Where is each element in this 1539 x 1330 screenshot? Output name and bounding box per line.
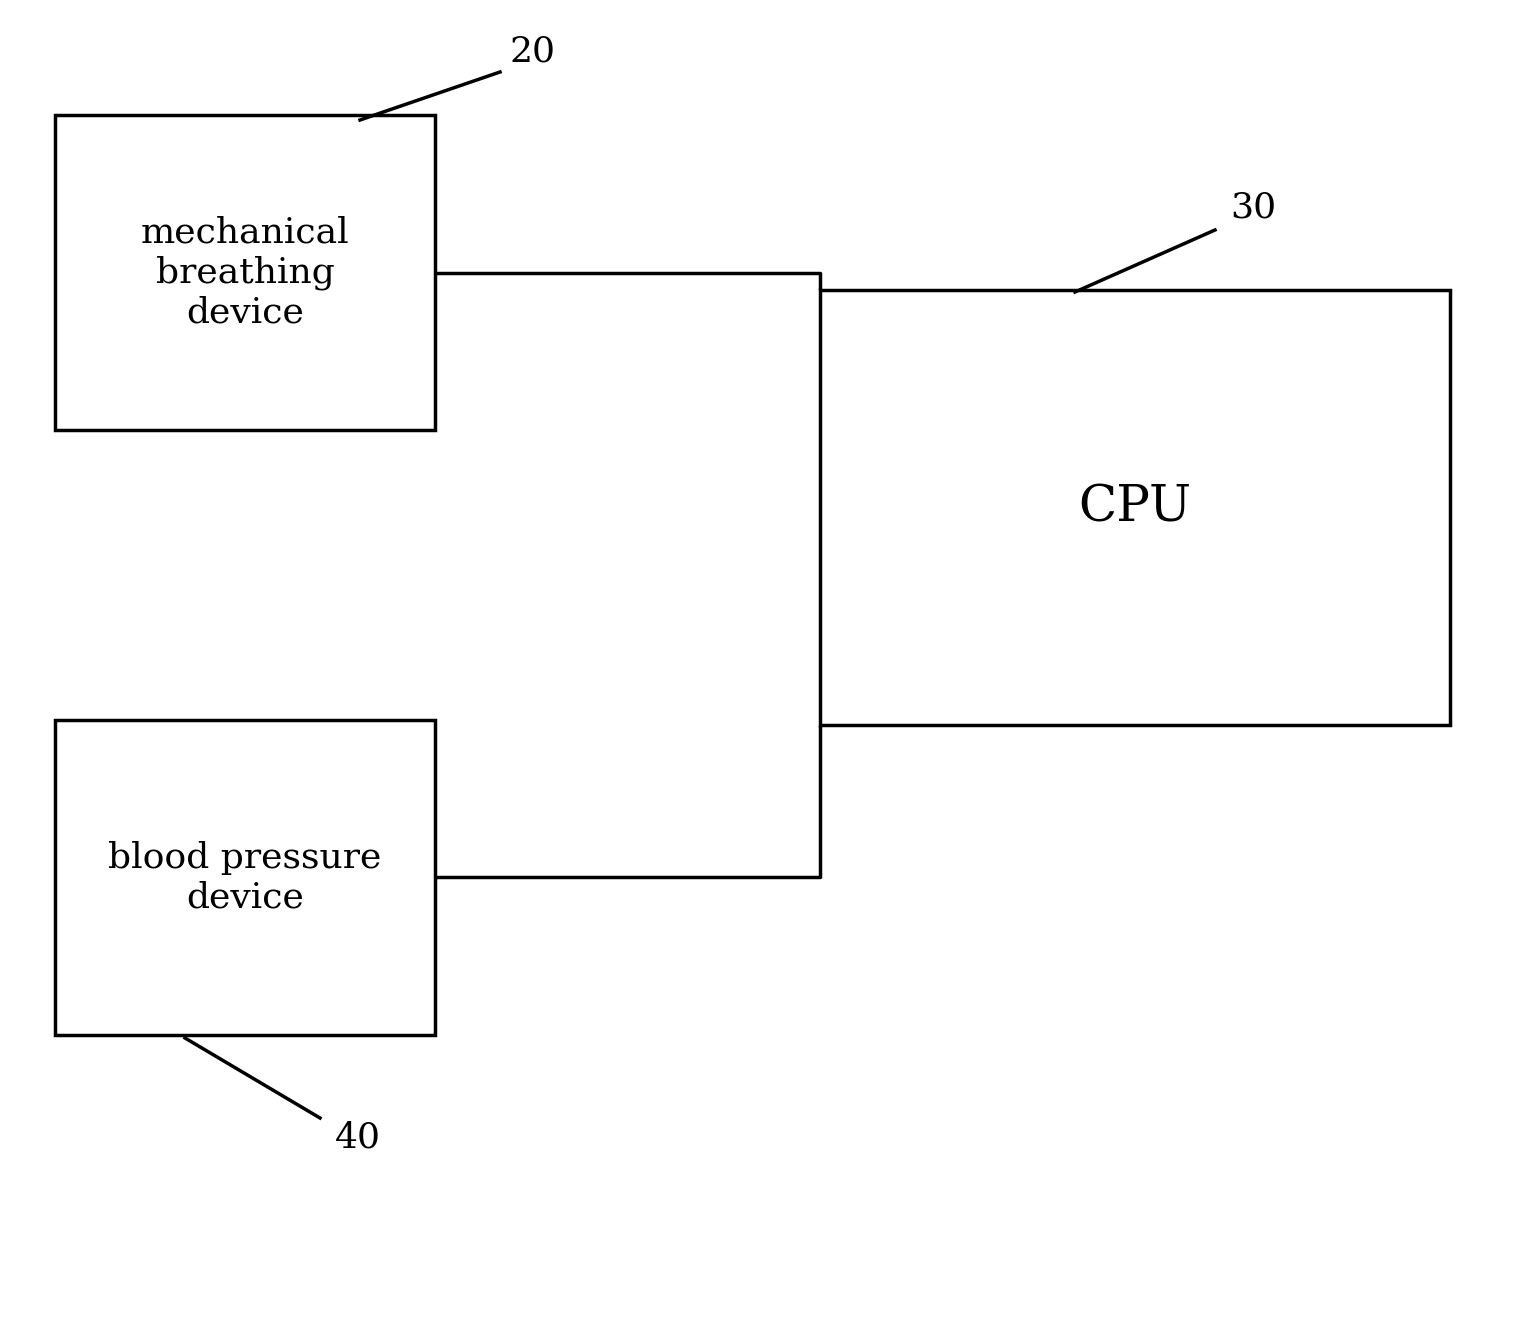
Text: 30: 30	[1230, 192, 1276, 225]
Text: blood pressure
device: blood pressure device	[108, 841, 382, 914]
Text: mechanical
breathing
device: mechanical breathing device	[140, 215, 349, 329]
Bar	[55, 114, 436, 430]
Text: 20: 20	[509, 35, 556, 68]
Bar	[820, 290, 1450, 725]
Text: 40: 40	[336, 1120, 382, 1154]
Bar	[55, 720, 436, 1035]
Text: CPU: CPU	[1079, 483, 1191, 532]
